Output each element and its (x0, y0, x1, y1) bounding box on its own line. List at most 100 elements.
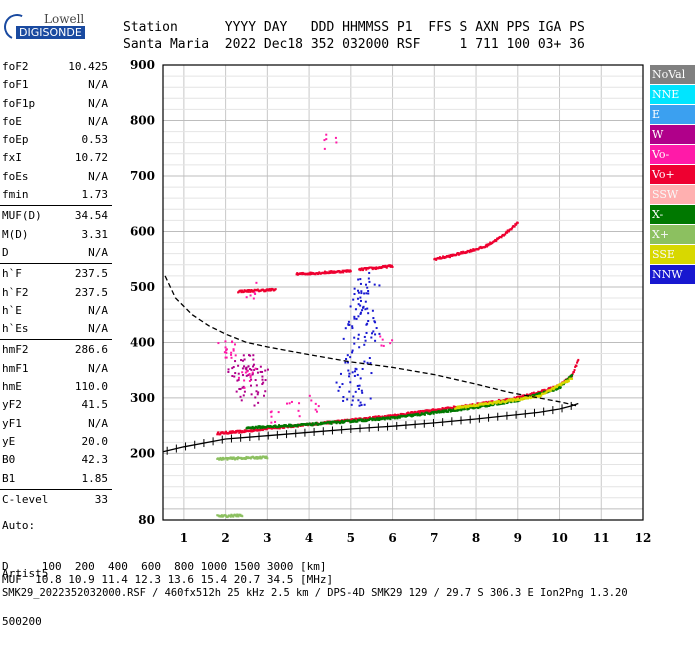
data-point (267, 289, 270, 292)
data-point (576, 360, 579, 363)
data-point (238, 431, 241, 434)
data-point (277, 411, 280, 414)
data-point (261, 375, 264, 378)
x-tick-label: 2 (221, 531, 229, 545)
data-point (507, 230, 510, 233)
series-vo- (358, 264, 394, 272)
data-point (221, 456, 224, 459)
data-point (448, 256, 451, 259)
data-point (381, 266, 384, 269)
legend-entry-e: E (650, 105, 695, 124)
data-point (516, 399, 519, 402)
data-point (245, 296, 248, 299)
data-point (506, 401, 509, 404)
data-point (384, 264, 387, 267)
data-point (323, 147, 326, 150)
data-point (294, 425, 297, 428)
legend-entry-x: X+ (650, 225, 695, 244)
data-point (256, 368, 259, 371)
data-point (357, 337, 360, 340)
data-point (413, 411, 416, 414)
data-point (525, 393, 528, 396)
param-row: foEs N/A (0, 168, 112, 186)
data-point (346, 270, 349, 273)
data-point (286, 402, 289, 405)
data-point (444, 410, 447, 413)
data-point (385, 416, 388, 419)
param-value: 0.53 (81, 133, 109, 147)
data-point (566, 379, 569, 382)
data-point (235, 456, 238, 459)
data-point (382, 344, 385, 347)
data-point (457, 407, 460, 410)
data-point (490, 404, 493, 407)
data-point (495, 402, 498, 405)
data-point (232, 349, 235, 352)
data-point (444, 406, 447, 409)
data-point (366, 361, 369, 364)
data-point (319, 423, 322, 426)
data-point (373, 320, 376, 323)
data-point (241, 386, 244, 389)
data-point (471, 249, 474, 252)
data-point (576, 361, 579, 364)
density-profile-curve (164, 275, 579, 407)
data-point (452, 409, 455, 412)
param-row: h`F2 237.5 (0, 284, 112, 302)
data-point (255, 384, 258, 387)
data-point (237, 364, 240, 367)
data-point (367, 292, 370, 295)
data-point (380, 267, 383, 270)
param-value: N/A (88, 322, 108, 336)
x-tick-label: 3 (263, 531, 271, 545)
data-point (345, 270, 348, 273)
data-point (270, 421, 273, 424)
data-point (363, 403, 366, 406)
data-point (502, 234, 505, 237)
param-value: 3.31 (81, 227, 109, 241)
data-point (357, 278, 360, 281)
data-point (477, 404, 480, 407)
data-point (515, 396, 518, 399)
param-row: yE 20.0 (0, 433, 112, 451)
data-point (392, 414, 395, 417)
param-name: hmE (2, 380, 22, 394)
data-point (515, 222, 518, 225)
data-point (407, 411, 410, 414)
legend-entry-vo: Vo- (650, 145, 695, 164)
data-point (363, 335, 366, 338)
data-point (335, 381, 338, 384)
data-point (573, 369, 576, 372)
param-name: yF2 (2, 398, 22, 412)
data-point (426, 409, 429, 412)
data-point (438, 411, 441, 414)
data-point (256, 371, 259, 374)
data-point (235, 390, 238, 393)
data-point (365, 283, 368, 286)
data-point (234, 431, 237, 434)
data-point (357, 291, 360, 294)
param-name: h`E (2, 303, 22, 317)
data-point (339, 270, 342, 273)
data-point (413, 410, 416, 413)
data-point (351, 420, 354, 423)
data-point (329, 422, 332, 425)
data-point (240, 399, 243, 402)
data-point (248, 372, 251, 375)
data-point (393, 417, 396, 420)
data-point (364, 339, 367, 342)
data-point (368, 357, 371, 360)
data-point (367, 416, 370, 419)
data-point (570, 375, 573, 378)
data-point (374, 339, 377, 342)
data-point (344, 327, 347, 330)
data-point (346, 398, 349, 401)
data-point (216, 433, 219, 436)
data-point (251, 430, 254, 433)
data-point (538, 395, 541, 398)
data-point (383, 415, 386, 418)
data-point (247, 365, 250, 368)
data-point (230, 456, 233, 459)
data-point (423, 413, 426, 416)
data-point (243, 390, 246, 393)
